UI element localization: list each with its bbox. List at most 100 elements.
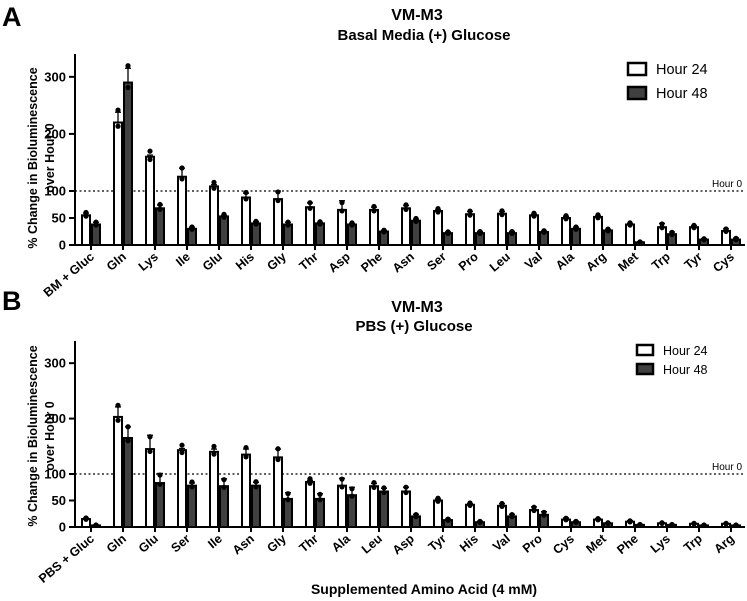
y-tick-label: 100 [44, 184, 66, 199]
x-tick-label: Lys [648, 532, 673, 556]
data-point [317, 491, 323, 497]
data-point [285, 222, 291, 228]
bar-hour24 [369, 485, 379, 529]
data-point [179, 176, 185, 182]
bar-hour48 [347, 494, 357, 529]
x-tick-label: Pro [520, 531, 545, 555]
x-tick-label: Thr [297, 531, 322, 555]
data-point [157, 206, 163, 212]
data-point [307, 480, 313, 486]
data-point [211, 451, 217, 457]
x-tick-label: Ser [424, 249, 449, 273]
x-tick-label: Glu [200, 250, 225, 274]
x-axis-label: Supplemented Amino Acid (4 mM) [311, 581, 537, 597]
y-axis-label-b-line2: over Hour 0 [43, 401, 57, 471]
bar-hour24 [433, 499, 443, 528]
data-point [83, 213, 89, 219]
y-tick-label: 200 [44, 126, 66, 141]
bar-hour24 [337, 208, 347, 246]
y-axis-label-a-line1: % Change in Bioluminescence [26, 67, 40, 248]
data-point [659, 520, 665, 527]
data-point [691, 225, 697, 231]
data-point [211, 179, 217, 185]
x-tick-label: Leu [359, 532, 385, 557]
data-point [275, 189, 281, 195]
bar-hour48 [155, 482, 165, 529]
y-tick-label: 300 [44, 69, 66, 84]
bar-hour48 [219, 485, 229, 529]
x-tick-label: Ile [173, 250, 193, 270]
data-point [723, 228, 729, 234]
data-point [435, 209, 441, 215]
data-point [509, 514, 515, 520]
data-point [509, 230, 515, 237]
x-tick-label: Asn [390, 250, 417, 276]
chart-subtitle-a: Basal Media (+) Glucose [338, 27, 511, 44]
data-point [83, 209, 89, 216]
data-point [317, 221, 323, 227]
data-point [371, 479, 377, 486]
x-tick-label: Lys [136, 250, 161, 274]
data-point [637, 522, 643, 528]
data-point [307, 205, 313, 211]
legend-label-hour48-b: Hour 48 [663, 363, 708, 377]
data-point [115, 107, 121, 113]
x-tick-label: Arg [583, 250, 608, 275]
bar-hour24 [305, 480, 315, 529]
data-point [605, 228, 611, 234]
legend-swatch-hour24-b [635, 343, 655, 357]
data-point [499, 212, 505, 218]
bar-hour24 [273, 198, 283, 247]
data-point [349, 493, 355, 499]
data-point [253, 484, 259, 490]
bar-hour24 [529, 214, 539, 247]
y-axis-label-b-line1: % Change in Bioluminescence [26, 345, 40, 526]
data-point [381, 485, 387, 491]
x-tick-label: Gly [264, 532, 288, 556]
data-point [637, 239, 643, 245]
bar-hour48 [187, 484, 197, 529]
data-point [115, 123, 121, 129]
reference-line-label: Hour 0 [712, 462, 742, 473]
bar-hour48 [283, 497, 293, 529]
data-point [435, 498, 441, 504]
x-tick-label: Arg [711, 532, 736, 557]
bar-hour24 [81, 214, 91, 247]
bar-hour24 [433, 209, 443, 246]
data-point [531, 507, 537, 514]
data-point [179, 165, 185, 171]
x-tick-label: Val [522, 250, 545, 272]
data-point [595, 517, 601, 523]
legend-label-hour48-a: Hour 48 [656, 86, 708, 102]
bar-hour24 [593, 215, 603, 246]
data-point [147, 148, 153, 154]
bar-hour48 [411, 219, 421, 246]
data-point [733, 237, 739, 243]
x-tick-label: PBS + Gluc [36, 532, 97, 586]
y-axis-label-a-line2: over Hour 0 [43, 123, 57, 193]
bar-hour24 [241, 453, 251, 528]
legend-label-hour24-a: Hour 24 [656, 62, 708, 78]
data-point [371, 484, 377, 491]
data-point [189, 226, 195, 232]
data-point [723, 521, 729, 527]
data-point [371, 208, 377, 214]
bar-hour24 [145, 155, 155, 246]
bar-hour24 [465, 503, 475, 528]
bar-hour24 [113, 121, 123, 246]
data-point [349, 222, 355, 228]
bar-hour48 [123, 81, 133, 246]
data-point [541, 229, 547, 236]
data-point [349, 486, 355, 492]
x-tick-label: His [233, 250, 257, 273]
data-point [147, 156, 153, 163]
data-point [115, 402, 121, 408]
data-point [669, 231, 675, 238]
x-tick-label: Ile [205, 532, 225, 552]
data-point [221, 214, 227, 220]
data-point [125, 84, 131, 91]
data-point [339, 200, 345, 206]
data-point [339, 476, 345, 482]
data-point [445, 517, 451, 523]
panel-b: B VM-M3 PBS (+) Glucose % Change in Biol… [2, 286, 745, 586]
